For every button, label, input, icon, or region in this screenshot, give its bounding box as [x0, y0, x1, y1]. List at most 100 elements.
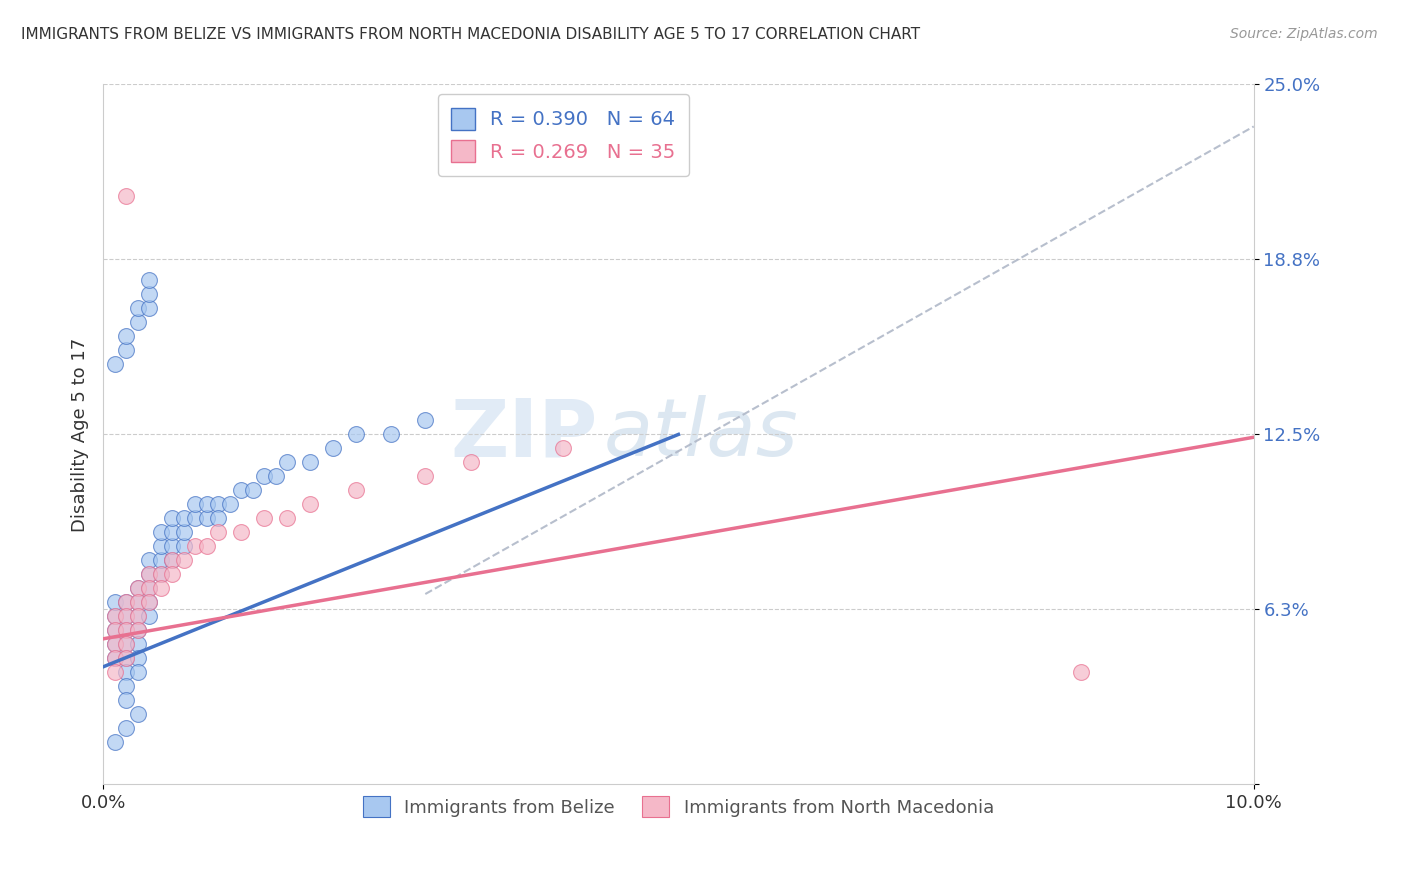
Point: [322, 442, 344, 456]
Point: [138, 553, 160, 567]
Text: Source: ZipAtlas.com: Source: ZipAtlas.com: [1230, 27, 1378, 41]
Point: [149, 567, 172, 582]
Point: [184, 511, 207, 525]
Point: [149, 567, 172, 582]
Point: [460, 455, 482, 469]
Point: [104, 609, 127, 624]
Point: [115, 680, 138, 694]
Point: [264, 469, 287, 483]
Point: [104, 735, 127, 749]
Point: [344, 427, 367, 442]
Point: [115, 189, 138, 203]
Point: [115, 329, 138, 343]
Point: [138, 595, 160, 609]
Point: [207, 511, 229, 525]
Point: [195, 511, 218, 525]
Point: [149, 525, 172, 540]
Point: [276, 511, 298, 525]
Point: [115, 665, 138, 680]
Point: [127, 637, 149, 651]
Point: [138, 567, 160, 582]
Point: [160, 553, 183, 567]
Point: [138, 582, 160, 596]
Point: [160, 540, 183, 554]
Point: [160, 511, 183, 525]
Point: [115, 637, 138, 651]
Point: [115, 637, 138, 651]
Point: [242, 483, 264, 498]
Point: [173, 553, 195, 567]
Point: [173, 511, 195, 525]
Point: [127, 651, 149, 665]
Point: [253, 469, 276, 483]
Point: [115, 595, 138, 609]
Point: [553, 442, 575, 456]
Point: [127, 301, 149, 316]
Point: [276, 455, 298, 469]
Point: [115, 693, 138, 707]
Text: ZIP: ZIP: [451, 395, 598, 474]
Point: [127, 595, 149, 609]
Point: [413, 469, 436, 483]
Point: [104, 651, 127, 665]
Point: [299, 498, 322, 512]
Point: [413, 413, 436, 427]
Y-axis label: Disability Age 5 to 17: Disability Age 5 to 17: [72, 337, 89, 532]
Point: [127, 624, 149, 638]
Text: IMMIGRANTS FROM BELIZE VS IMMIGRANTS FROM NORTH MACEDONIA DISABILITY AGE 5 TO 17: IMMIGRANTS FROM BELIZE VS IMMIGRANTS FRO…: [21, 27, 920, 42]
Point: [104, 358, 127, 372]
Point: [104, 637, 127, 651]
Point: [195, 498, 218, 512]
Point: [127, 582, 149, 596]
Point: [138, 567, 160, 582]
Point: [115, 651, 138, 665]
Point: [138, 301, 160, 316]
Point: [231, 483, 253, 498]
Point: [127, 707, 149, 722]
Point: [380, 427, 402, 442]
Point: [104, 651, 127, 665]
Point: [149, 540, 172, 554]
Point: [127, 582, 149, 596]
Point: [149, 553, 172, 567]
Point: [127, 609, 149, 624]
Point: [138, 609, 160, 624]
Text: atlas: atlas: [603, 395, 799, 474]
Point: [104, 609, 127, 624]
Point: [149, 582, 172, 596]
Point: [195, 540, 218, 554]
Point: [104, 665, 127, 680]
Point: [173, 525, 195, 540]
Point: [160, 567, 183, 582]
Point: [127, 595, 149, 609]
Point: [207, 498, 229, 512]
Point: [115, 722, 138, 736]
Point: [138, 595, 160, 609]
Point: [207, 525, 229, 540]
Point: [218, 498, 240, 512]
Point: [138, 582, 160, 596]
Point: [138, 287, 160, 301]
Point: [231, 525, 253, 540]
Point: [127, 624, 149, 638]
Point: [1070, 665, 1092, 680]
Point: [115, 609, 138, 624]
Point: [127, 665, 149, 680]
Point: [344, 483, 367, 498]
Point: [115, 651, 138, 665]
Point: [160, 525, 183, 540]
Point: [299, 455, 322, 469]
Point: [160, 553, 183, 567]
Point: [127, 609, 149, 624]
Point: [104, 637, 127, 651]
Point: [115, 595, 138, 609]
Point: [104, 624, 127, 638]
Point: [253, 511, 276, 525]
Point: [115, 624, 138, 638]
Legend: Immigrants from Belize, Immigrants from North Macedonia: Immigrants from Belize, Immigrants from …: [356, 789, 1001, 824]
Point: [184, 540, 207, 554]
Point: [115, 624, 138, 638]
Point: [104, 595, 127, 609]
Point: [115, 609, 138, 624]
Point: [173, 540, 195, 554]
